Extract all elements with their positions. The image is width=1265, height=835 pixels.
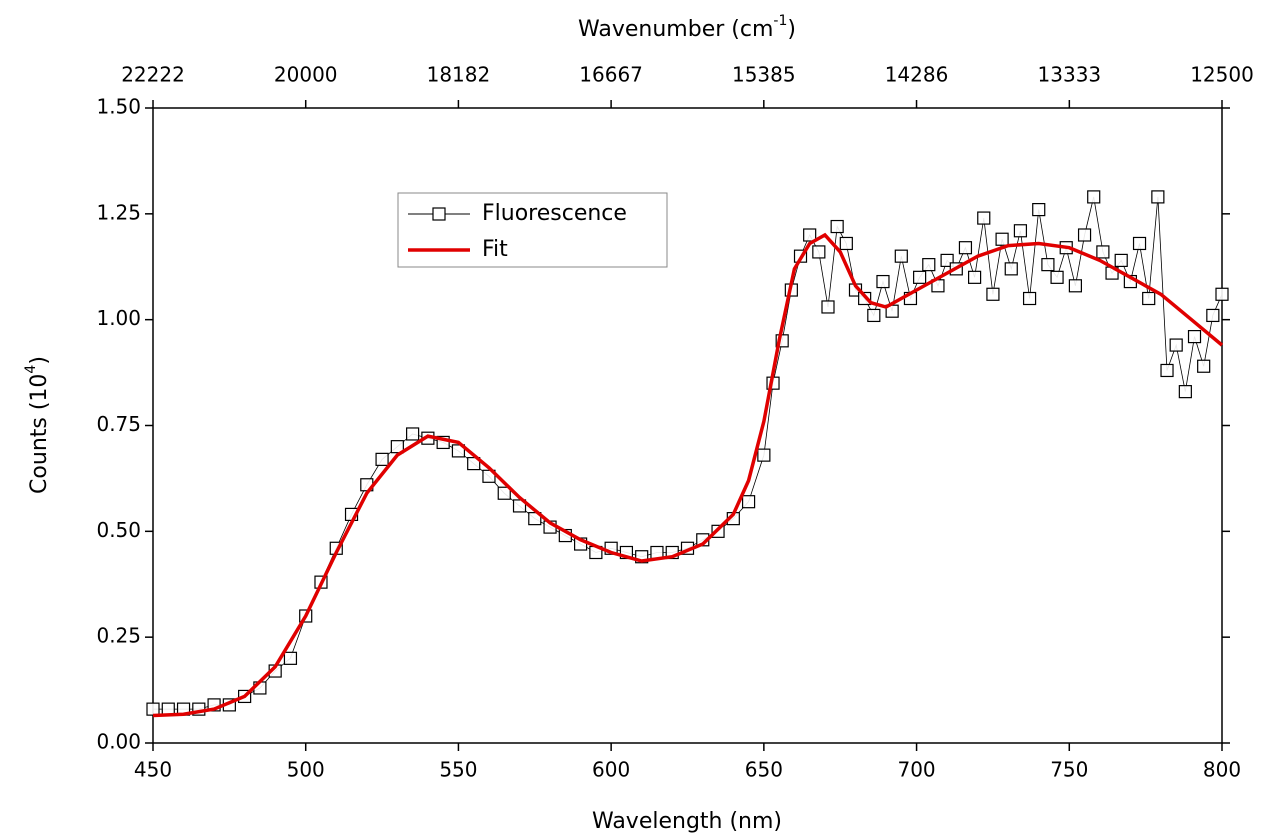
data-point [512,499,527,513]
data-point [406,427,420,441]
y-axis-label: Counts (104) [23,356,52,494]
data-point [995,232,1009,246]
x2-tick-label: 22222 [121,63,185,87]
x2-label-after: ) [787,17,796,42]
data-point [821,300,835,314]
y-tick-label: 0.50 [96,518,141,542]
data-point [528,512,542,526]
x2-tick-label: 18182 [427,63,491,87]
data-point [839,236,853,251]
data-point [1206,308,1220,323]
data-point [1041,258,1055,272]
data-point [1132,236,1147,251]
data-point [375,452,389,466]
x-tick-label: 650 [745,758,783,782]
data-point [1160,363,1174,378]
data-point [1077,228,1092,242]
x2-tick-label: 13333 [1038,63,1102,87]
legend-box [397,192,668,268]
data-point [467,457,481,471]
data-point [867,308,881,323]
y-tick-label: 0.00 [96,730,141,754]
data-point [977,211,991,225]
x-tick-label: 500 [287,758,325,782]
data-point [1169,338,1183,352]
x2-label-sup: -1 [773,13,787,29]
y-tick-label: 1.00 [96,306,141,330]
data-point [1151,190,1165,204]
x2-label-text: Wavenumber (cm [578,17,773,42]
legend-label: Fit [482,237,508,262]
data-point [968,270,982,284]
data-point [741,495,756,509]
legend-label: Fluorescence [482,201,627,226]
data-point [757,448,771,462]
y-label-sup: 4 [23,365,39,374]
data-point [1197,359,1211,373]
y-label-text: Counts (10 [27,374,52,494]
y-label-after: ) [27,356,52,365]
data-point [1004,262,1018,276]
data-point [451,444,466,458]
legend: Fluorescence Fit [397,192,668,268]
x2-tick-label: 12500 [1190,63,1254,87]
data-point [1114,253,1128,267]
data-point [1087,190,1101,204]
plot-frame [152,107,1223,744]
data-point [1178,385,1192,399]
x-tick-label: 600 [592,758,630,782]
data-point [146,702,160,716]
data-point [1215,287,1229,301]
data-point [1032,203,1046,217]
y-tick-label: 0.25 [96,624,141,648]
data-point [876,274,890,289]
data-point [803,228,817,242]
data-point [497,486,511,500]
fit-line [152,232,1224,718]
x-tick-label: 700 [897,758,935,782]
data-point [283,651,298,665]
x-tick-label: 800 [1203,758,1241,782]
data-point [1050,270,1064,284]
data-point [894,249,908,263]
data-point [1013,224,1028,238]
x2-tick-label: 20000 [274,63,338,87]
x-tick-label: 750 [1050,758,1088,782]
x2-axis-label: Wavenumber (cm-1) [578,13,796,42]
data-point [390,440,404,454]
x2-tick-label: 15385 [732,63,796,87]
data-point [913,270,927,284]
data-point [1096,245,1110,259]
x-axis-label: Wavelength (nm) [592,809,782,834]
data-point [922,258,936,272]
data-point [986,287,1000,301]
x-tick-label: 550 [439,758,477,782]
data-point [1142,291,1156,306]
data-point [1022,291,1037,306]
x2-tick-label: 14286 [885,63,949,87]
y-tick-label: 1.50 [96,95,141,119]
data-point [1068,279,1082,293]
data-point [1187,330,1202,344]
y-tick-label: 1.25 [96,200,141,224]
x-tick-label: 450 [134,758,172,782]
data-point [482,469,496,483]
data-point [958,241,973,255]
y-tick-label: 0.75 [96,412,141,436]
data-point [812,245,826,259]
x2-tick-label: 16667 [579,63,643,87]
legend-marker [432,207,446,221]
data-point [830,219,844,234]
